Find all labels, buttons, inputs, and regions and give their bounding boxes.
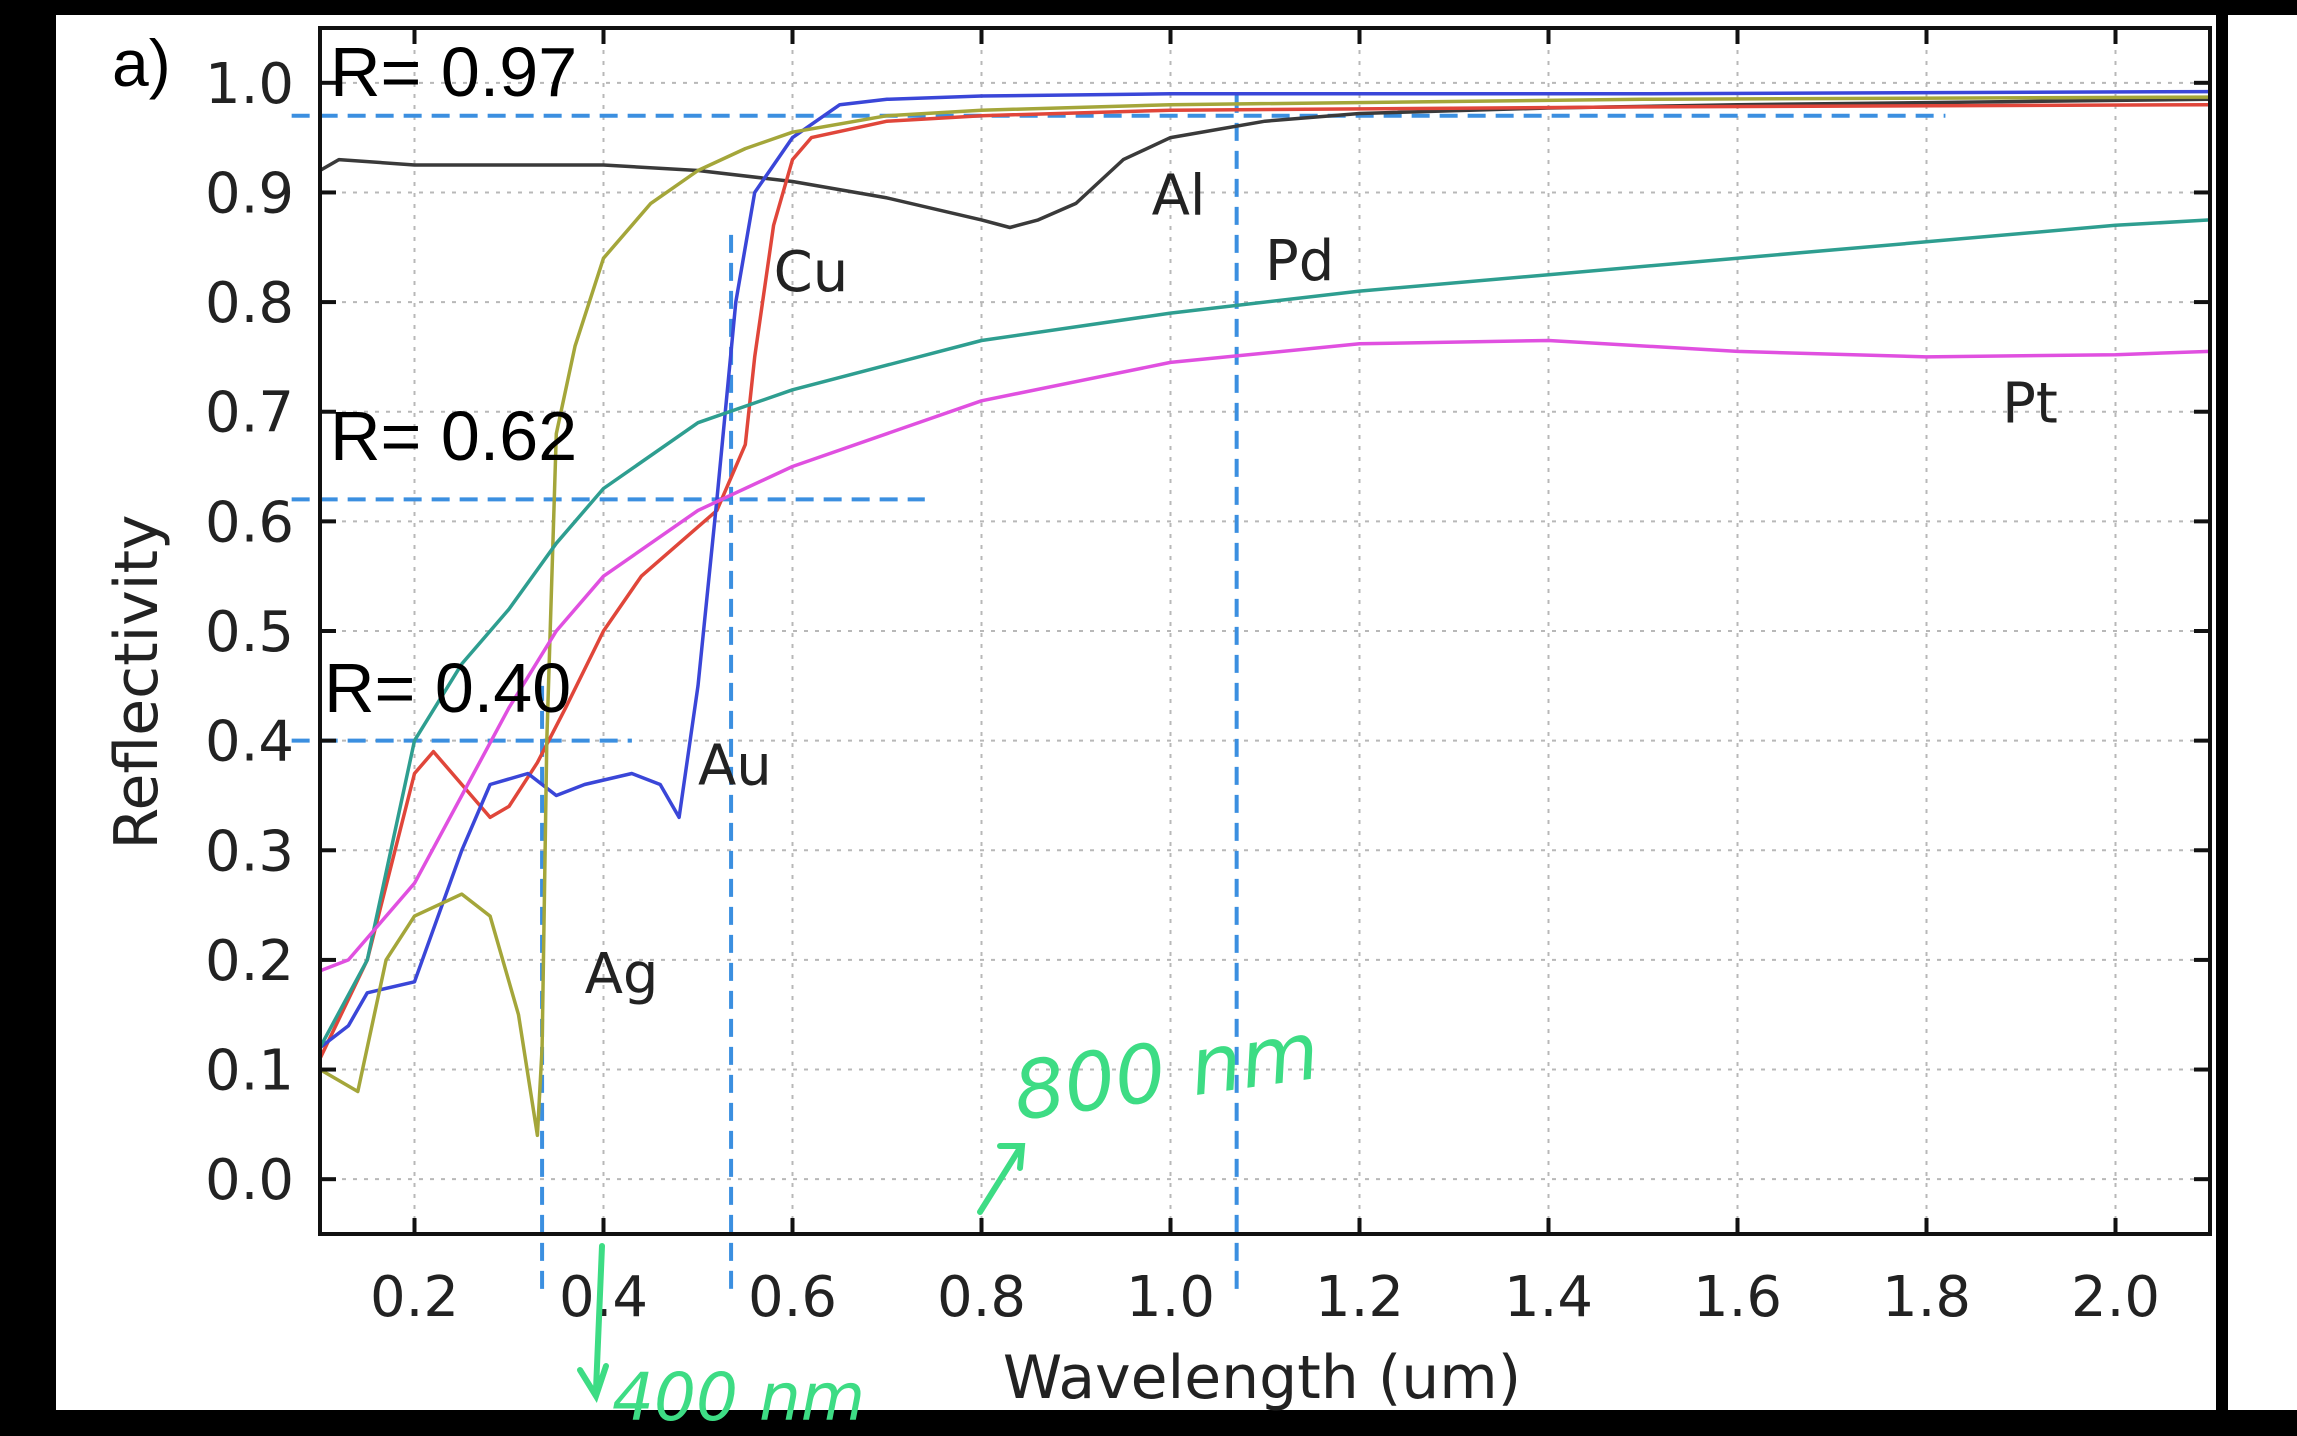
- y-axis-title: Reflectivity: [102, 514, 172, 849]
- x-tick-label: 1.0: [1126, 1265, 1215, 1330]
- x-tick-label: 0.2: [370, 1265, 459, 1330]
- y-tick-label: 0.1: [205, 1039, 294, 1104]
- y-tick-label: 1.0: [205, 52, 294, 117]
- r-label-040: R= 0.40: [324, 649, 571, 727]
- series-label-pt: Pt: [2002, 372, 2058, 437]
- handwritten-800nm: 800 nm: [1008, 1004, 1325, 1139]
- panel-label: a): [112, 26, 171, 100]
- x-tick-label: 1.2: [1315, 1265, 1404, 1330]
- y-tick-label: 0.6: [205, 490, 294, 555]
- x-tick-label: 1.6: [1693, 1265, 1782, 1330]
- x-tick-label: 2.0: [2071, 1265, 2160, 1330]
- handwritten-annotation-800: 800 nm: [977, 1004, 1325, 1215]
- y-tick-label: 0.7: [205, 381, 294, 446]
- series-lines: [318, 89, 2211, 1138]
- y-tick-label: 0.8: [205, 271, 294, 336]
- series-labels: Al Cu Au Ag Pd Pt: [585, 163, 2058, 1006]
- y-tick-label: 0.0: [205, 1148, 294, 1213]
- series-label-cu: Cu: [774, 240, 849, 305]
- x-tick-label: 0.6: [748, 1265, 837, 1330]
- x-tick-labels: 0.2 0.4 0.6 0.8 1.0 1.2 1.4 1.6 1.8 2.0: [370, 1265, 2160, 1330]
- series-line-cu: [318, 102, 2211, 1060]
- x-tick-label: 1.8: [1882, 1265, 1971, 1330]
- series-label-au: Au: [698, 733, 772, 798]
- r-label-097: R= 0.97: [330, 33, 577, 111]
- series-line-au: [318, 89, 2211, 1049]
- x-tick-label: 0.8: [937, 1265, 1026, 1330]
- tick-marks: [320, 28, 2210, 1234]
- series-label-pd: Pd: [1265, 229, 1334, 294]
- y-tick-label: 0.2: [205, 929, 294, 994]
- y-tick-label: 0.9: [205, 161, 294, 226]
- y-tick-label: 0.3: [205, 819, 294, 884]
- y-tick-labels: 0.0 0.1 0.2 0.3 0.4 0.5 0.6 0.7 0.8 0.9 1.0: [205, 52, 294, 1213]
- r-label-062: R= 0.62: [330, 397, 577, 475]
- handwritten-arrow-400-icon: [577, 1243, 609, 1404]
- series-label-ag: Ag: [585, 942, 659, 1007]
- series-label-al: Al: [1152, 163, 1206, 228]
- right-margin-strip: [2228, 15, 2297, 1410]
- x-tick-label: 1.4: [1504, 1265, 1593, 1330]
- series-line-pt: [319, 338, 2211, 973]
- guide-lines: [291, 93, 1946, 1289]
- x-axis-title: Wavelength (um): [1003, 1343, 1521, 1413]
- y-tick-label: 0.5: [205, 600, 294, 665]
- series-line-pd: [318, 218, 2211, 1049]
- y-tick-label: 0.4: [205, 710, 294, 775]
- series-line-ag: [319, 95, 2211, 1138]
- grid: [320, 28, 2210, 1234]
- handwritten-arrow-800-icon: [977, 1143, 1026, 1215]
- handwritten-annotation-400: 400 nm: [577, 1243, 865, 1436]
- handwritten-400nm: 400 nm: [612, 1359, 865, 1436]
